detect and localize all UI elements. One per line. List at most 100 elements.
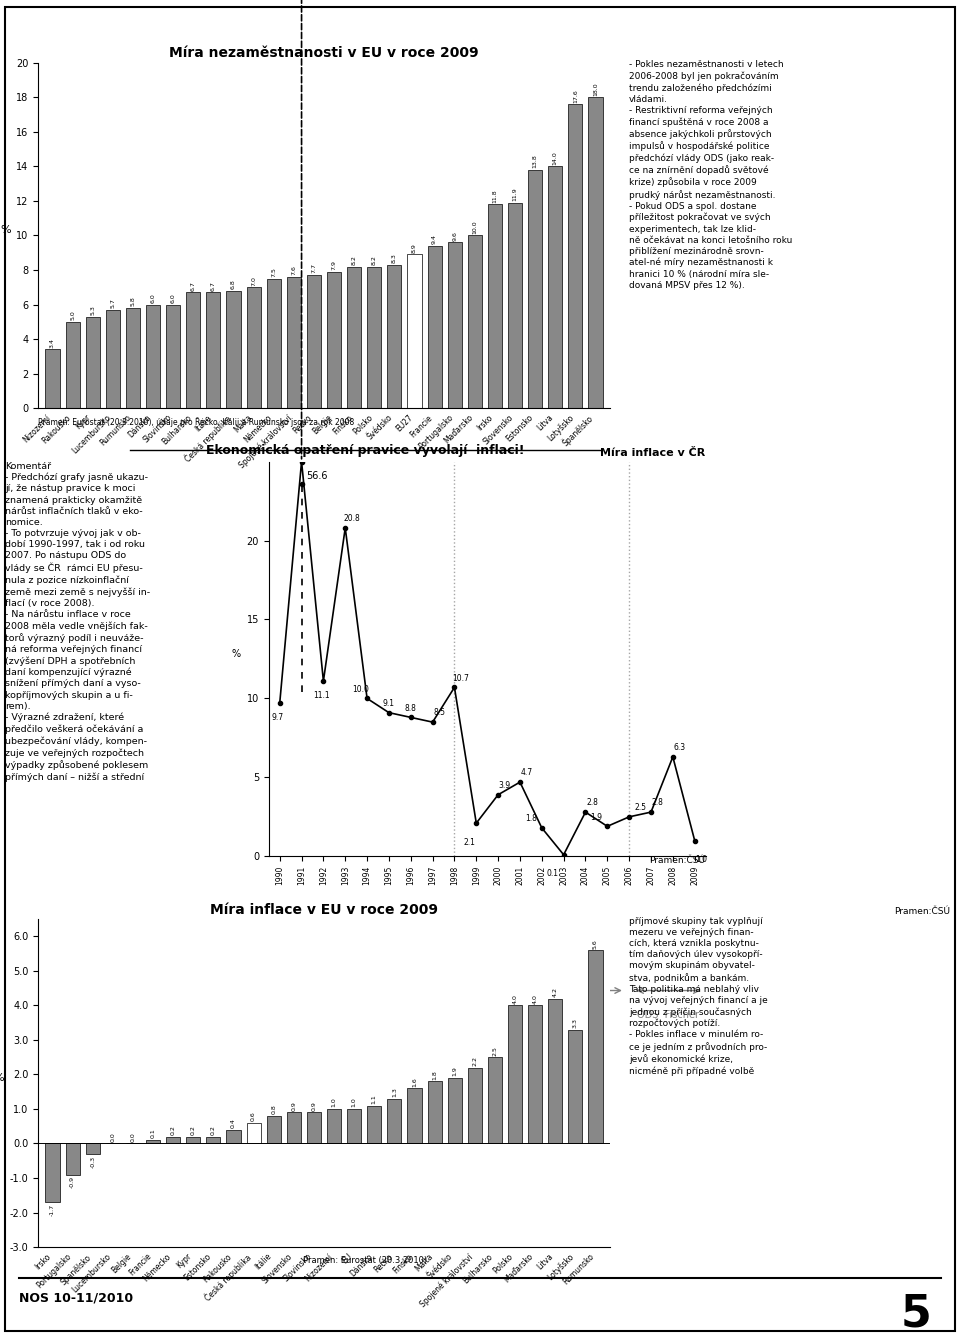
Bar [206, 1136, 221, 1144]
Bar [126, 308, 140, 408]
Bar [327, 1109, 341, 1144]
Text: 0.2: 0.2 [191, 1125, 196, 1135]
Bar [447, 242, 462, 408]
Text: Komentář
- Předchózí grafy jasně ukazu-
jí, že nástup pravice k moci
znamená pra: Komentář - Předchózí grafy jasně ukazu- … [5, 462, 150, 781]
Y-axis label: %: % [0, 226, 11, 235]
Text: ODS  Fischer: ODS Fischer [637, 1010, 700, 1020]
Text: 10.0: 10.0 [352, 685, 369, 693]
Text: 2.8: 2.8 [587, 799, 598, 807]
Text: VOLBY 2010 ● VOLBY 2010 ● VOLBY 2010 ● VOLBY 2010● VOLBY 2010: VOLBY 2010 ● VOLBY 2010 ● VOLBY 2010 ● V… [92, 15, 868, 35]
Text: 9.4: 9.4 [432, 234, 437, 244]
Bar [146, 305, 160, 408]
Bar [348, 1109, 361, 1144]
Text: 3.9: 3.9 [498, 781, 511, 789]
Bar [267, 278, 280, 408]
Text: 8.3: 8.3 [392, 253, 396, 264]
Bar [327, 272, 341, 408]
Text: 6.0: 6.0 [171, 293, 176, 302]
Bar [287, 1112, 300, 1144]
Text: 1.9: 1.9 [452, 1066, 457, 1076]
Y-axis label: %: % [0, 1073, 4, 1084]
Text: 7.7: 7.7 [311, 264, 317, 273]
Bar [387, 265, 401, 408]
Text: 18.0: 18.0 [593, 82, 598, 96]
Bar [45, 349, 60, 408]
Text: 2.8: 2.8 [652, 799, 663, 807]
Text: 7.0: 7.0 [252, 276, 256, 285]
Bar [568, 1030, 583, 1144]
Text: 0.0: 0.0 [110, 1132, 115, 1141]
Text: 2.1: 2.1 [464, 838, 475, 847]
Text: -0.9: -0.9 [70, 1176, 75, 1188]
Bar [528, 1005, 542, 1144]
Text: 1.3: 1.3 [392, 1086, 396, 1097]
Text: - Pokles nezaměstnanosti v letech
2006-2008 byl jen pokračováním
trendu založené: - Pokles nezaměstnanosti v letech 2006-2… [629, 60, 792, 290]
Text: 8.9: 8.9 [412, 244, 417, 253]
Text: 1.9: 1.9 [590, 812, 603, 822]
Text: ODS: ODS [346, 963, 367, 973]
Text: 1.0: 1.0 [695, 855, 708, 864]
Text: 0.2: 0.2 [171, 1125, 176, 1135]
Text: 0.1: 0.1 [547, 870, 559, 879]
Bar [407, 1088, 421, 1144]
Bar [206, 293, 221, 408]
Bar [508, 202, 522, 408]
Text: 3.3: 3.3 [573, 1018, 578, 1028]
Text: 5.8: 5.8 [131, 297, 135, 306]
Text: 0.1: 0.1 [151, 1128, 156, 1139]
Bar [227, 290, 241, 408]
Text: -1.7: -1.7 [50, 1204, 55, 1216]
Text: 6.7: 6.7 [211, 281, 216, 290]
Bar [568, 104, 583, 408]
Bar [186, 1136, 201, 1144]
Text: 5.0: 5.0 [70, 310, 75, 320]
Text: 4.2: 4.2 [553, 987, 558, 997]
Text: 8.5: 8.5 [433, 708, 445, 717]
Text: 4.0: 4.0 [533, 994, 538, 1004]
Text: 1.6: 1.6 [412, 1077, 417, 1086]
Text: 5.7: 5.7 [110, 298, 115, 308]
Bar [85, 317, 100, 408]
Text: 8.2: 8.2 [372, 256, 376, 265]
Text: 1.0: 1.0 [351, 1097, 357, 1108]
Bar [166, 1136, 180, 1144]
Bar [65, 1144, 80, 1175]
Bar [267, 1116, 280, 1144]
Text: 11.9: 11.9 [513, 187, 517, 201]
Bar [247, 1123, 261, 1144]
Text: 1.0: 1.0 [331, 1097, 337, 1108]
Text: 0.8: 0.8 [272, 1104, 276, 1115]
Text: Tošovský: Tošovský [459, 962, 502, 973]
Text: 7.9: 7.9 [331, 260, 337, 270]
Bar [548, 166, 563, 408]
Text: Ekonomická opatření pravice vyvolají  inflaci!: Ekonomická opatření pravice vyvolají inf… [205, 444, 524, 458]
Text: 9.7: 9.7 [272, 713, 283, 723]
Text: 1.8: 1.8 [525, 814, 537, 823]
Text: 56.6: 56.6 [306, 471, 327, 480]
Text: 10.0: 10.0 [472, 221, 477, 234]
Text: 8.8: 8.8 [405, 704, 417, 713]
Text: 0.6: 0.6 [252, 1112, 256, 1121]
Bar [247, 288, 261, 408]
Bar [588, 98, 603, 408]
Text: 6.3: 6.3 [673, 743, 685, 752]
Text: 2.5: 2.5 [492, 1045, 497, 1056]
Bar [287, 277, 300, 408]
Text: 0.4: 0.4 [231, 1119, 236, 1128]
Bar [307, 1112, 321, 1144]
Text: 6.8: 6.8 [231, 280, 236, 289]
Bar [106, 309, 120, 408]
Text: Pramen:ČSÚ: Pramen:ČSÚ [895, 907, 950, 917]
Y-axis label: %: % [231, 649, 240, 660]
Bar [348, 266, 361, 408]
Text: 0.9: 0.9 [311, 1101, 317, 1111]
Text: Pramen: Eurostat (20.3.2010): Pramen: Eurostat (20.3.2010) [302, 1256, 427, 1264]
Title: Míra nezaměstnanosti v EU v roce 2009: Míra nezaměstnanosti v EU v roce 2009 [169, 47, 479, 60]
Bar [146, 1140, 160, 1144]
Bar [407, 254, 421, 408]
Text: 0.0: 0.0 [131, 1132, 135, 1141]
Bar [528, 170, 542, 408]
Bar [227, 1129, 241, 1144]
Bar [468, 1068, 482, 1144]
Text: 11.8: 11.8 [492, 189, 497, 202]
